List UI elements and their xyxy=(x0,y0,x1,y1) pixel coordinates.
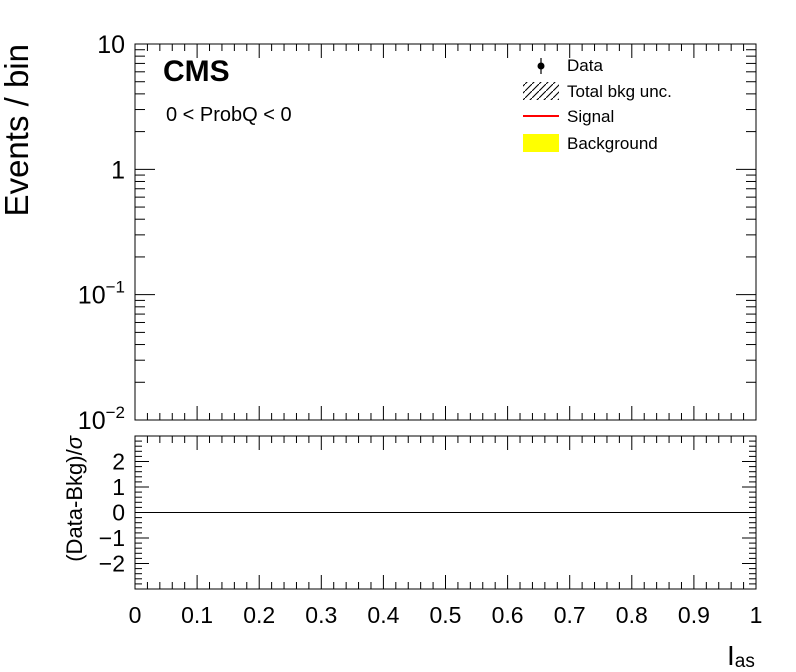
y-tick-label-base: 1 xyxy=(111,156,125,184)
legend-label-signal: Signal xyxy=(567,107,614,126)
ratio-panel: 210−1−2 0 0.1 0.2 0.3 0.4 0.5 0.6 0.7 0.8 0.9 1 (D… xyxy=(62,435,762,672)
selection-label: 0 < ProbQ < 0 xyxy=(166,104,292,126)
x-label-subscript: as xyxy=(735,651,755,672)
background-fill-swatch xyxy=(523,134,559,152)
x-tick-label: 0.2 xyxy=(243,602,275,628)
y-tick-label: 1 xyxy=(111,156,125,184)
legend-label-data: Data xyxy=(567,56,603,75)
x-tick-label: 1 xyxy=(750,602,763,628)
legend-entry-unc: Total bkg unc. xyxy=(523,82,672,101)
ratio-y-tick-labels: 210−1−2 xyxy=(99,449,125,577)
x-tick-label: 0.1 xyxy=(181,602,213,628)
x-tick-label: 0.7 xyxy=(554,602,586,628)
ratio-y-tick-label: 0 xyxy=(112,500,125,526)
legend: Data Total bkg unc. Signal Background xyxy=(523,56,672,153)
legend-label-unc: Total bkg unc. xyxy=(567,82,672,101)
ratio-y-label-text: (Data-Bkg)/ xyxy=(62,448,87,561)
y-tick-label-exponent: −1 xyxy=(106,278,125,297)
ratio-y-tick-label: 2 xyxy=(112,449,125,475)
x-tick-labels: 0 0.1 0.2 0.3 0.4 0.5 0.6 0.7 0.8 0.9 1 xyxy=(129,602,763,628)
x-tick-label: 0 xyxy=(129,602,142,628)
ratio-y-tick-label: −2 xyxy=(99,551,125,577)
legend-label-background: Background xyxy=(567,134,658,153)
legend-entry-signal: Signal xyxy=(523,107,614,126)
x-axis-label: Ias xyxy=(727,640,755,672)
y-tick-label: 10−2 xyxy=(78,403,125,435)
y-tick-label-base: 10 xyxy=(97,31,125,59)
main-axis-ticks xyxy=(134,43,757,421)
x-tick-label: 0.6 xyxy=(492,602,524,628)
ratio-y-tick-label: −1 xyxy=(99,525,125,551)
x-tick-label: 0.4 xyxy=(367,602,399,628)
sigma-symbol: σ xyxy=(62,435,87,449)
ratio-axis-ticks xyxy=(134,435,757,590)
uncertainty-hatch-swatch xyxy=(523,82,559,100)
y-tick-label: 10 xyxy=(97,31,125,59)
y-tick-label-base: 10 xyxy=(78,407,106,435)
cms-label: CMS xyxy=(163,55,230,88)
legend-entry-data: Data xyxy=(537,56,603,75)
y-axis-label: Events / bin xyxy=(0,44,35,216)
legend-entry-background: Background xyxy=(523,134,658,153)
ratio-y-axis-label: (Data-Bkg)/σ xyxy=(62,435,87,561)
x-tick-label: 0.3 xyxy=(305,602,337,628)
x-label-main: I xyxy=(727,640,735,671)
x-tick-label: 0.5 xyxy=(430,602,462,628)
data-marker-point xyxy=(537,62,545,70)
y-tick-label: 10−1 xyxy=(78,278,125,310)
x-tick-label: 0.8 xyxy=(616,602,648,628)
ratio-y-tick-label: 1 xyxy=(112,474,125,500)
y-tick-label-base: 10 xyxy=(78,282,106,310)
y-tick-label-exponent: −2 xyxy=(106,403,125,422)
x-tick-label: 0.9 xyxy=(678,602,710,628)
